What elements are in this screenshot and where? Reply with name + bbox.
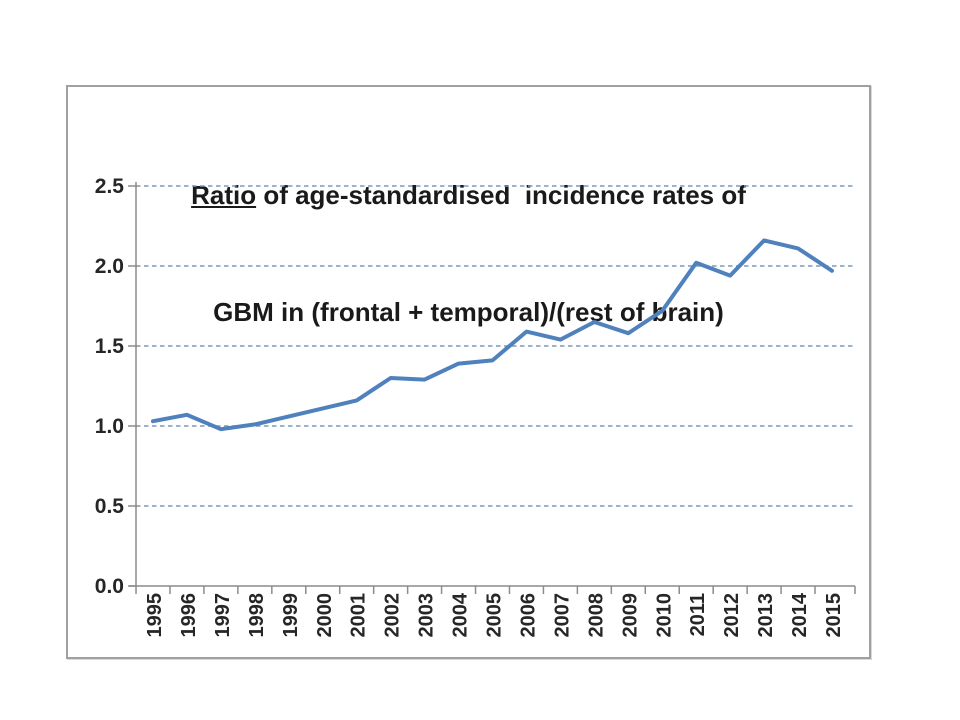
x-tick-label: 2008 bbox=[585, 593, 607, 638]
x-tick-label: 1998 bbox=[246, 593, 268, 638]
x-tick-label: 2009 bbox=[619, 593, 641, 638]
x-tick-label: 2011 bbox=[687, 593, 709, 636]
x-tick-label: 2007 bbox=[551, 593, 573, 638]
y-tick-label: 2.0 bbox=[95, 255, 124, 278]
x-tick-label: 2014 bbox=[789, 592, 811, 637]
x-tick-label: 2004 bbox=[450, 592, 472, 637]
x-tick-label: 1999 bbox=[280, 593, 302, 638]
x-tick-label: 2013 bbox=[755, 593, 777, 638]
y-tick-label: 2.5 bbox=[95, 175, 125, 198]
chart-title-line1-rest: of age-standardised incidence rates of bbox=[256, 180, 746, 210]
chart-frame: Ratio of age-standardised incidence rate… bbox=[66, 85, 871, 659]
chart-title-line1: Ratio of age-standardised incidence rate… bbox=[68, 176, 869, 215]
y-tick-label: 0.0 bbox=[95, 575, 124, 598]
y-tick-label: 1.0 bbox=[95, 415, 124, 438]
chart-title: Ratio of age-standardised incidence rate… bbox=[68, 98, 869, 410]
chart-title-underlined-word: Ratio bbox=[191, 180, 257, 210]
x-tick-label: 2005 bbox=[484, 593, 506, 638]
data-line bbox=[151, 238, 834, 432]
x-tick-label: 1996 bbox=[178, 593, 200, 638]
x-tick-label: 1995 bbox=[144, 593, 166, 638]
x-tick-label: 2001 bbox=[348, 593, 370, 638]
y-tick-label: 0.5 bbox=[95, 495, 125, 518]
x-tick-label: 2000 bbox=[314, 593, 336, 638]
y-tick-label: 1.5 bbox=[95, 335, 125, 358]
chart-title-line2: GBM in (frontal + temporal)/(rest of bra… bbox=[213, 297, 724, 327]
x-tick-label: 2002 bbox=[382, 593, 404, 638]
x-tick-label: 2003 bbox=[416, 593, 438, 638]
x-tick-label: 2015 bbox=[823, 593, 845, 638]
x-tick-label: 2012 bbox=[721, 593, 743, 638]
x-tick-label: 1997 bbox=[212, 593, 234, 638]
x-tick-label: 2006 bbox=[517, 593, 539, 638]
x-tick-label: 2010 bbox=[653, 593, 675, 638]
